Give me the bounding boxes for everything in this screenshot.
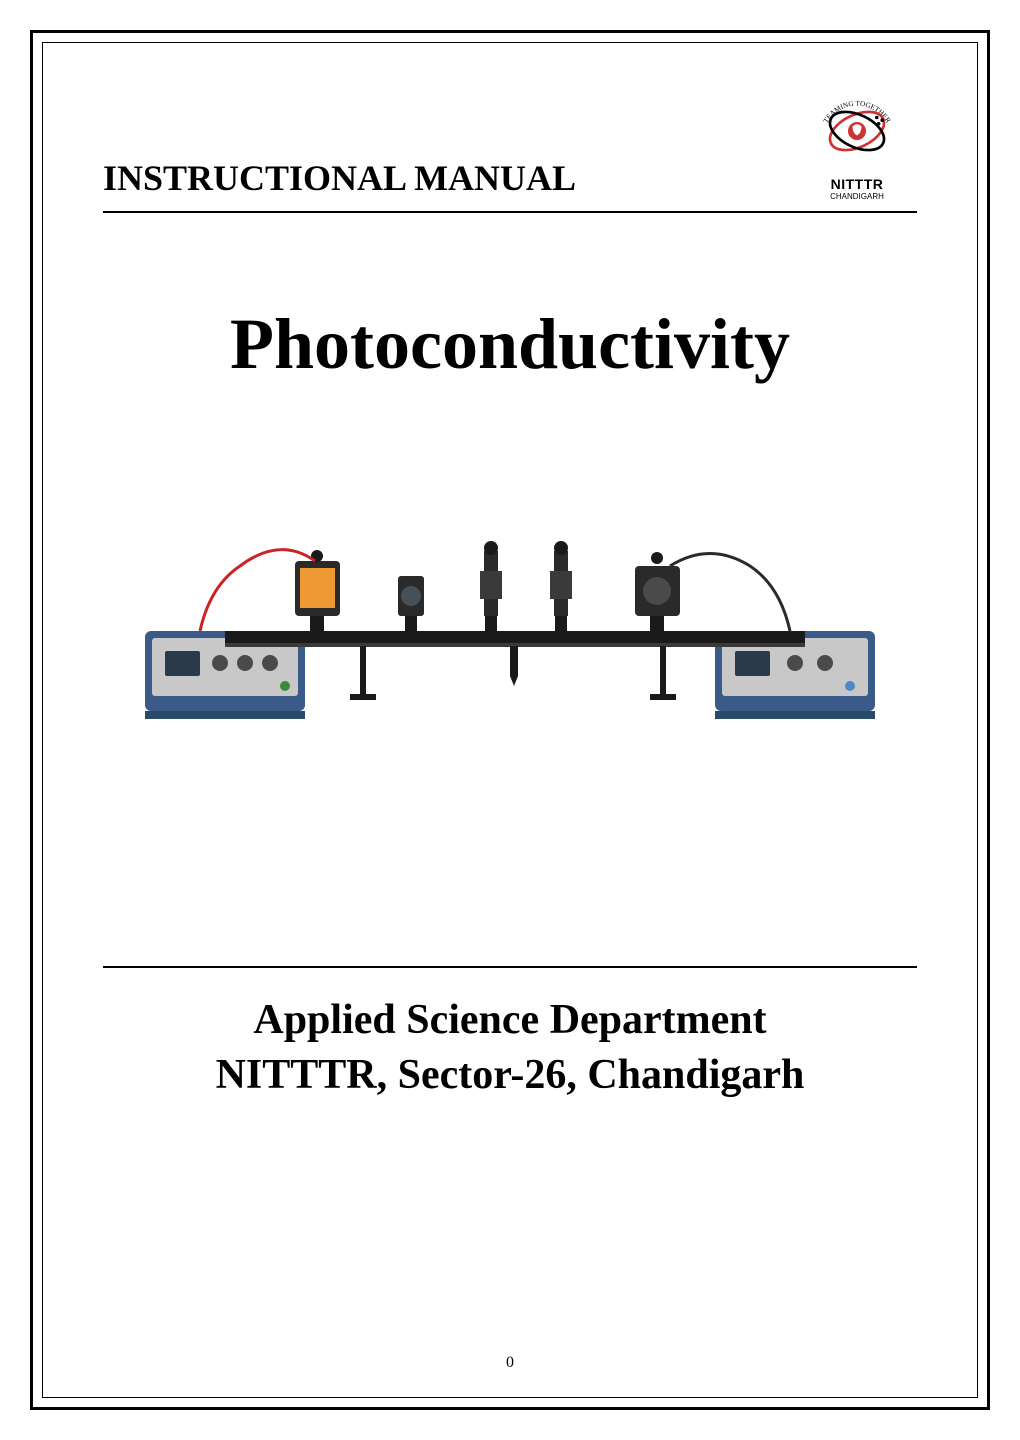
footer-text: Applied Science Department NITTTR, Secto… [103, 993, 917, 1102]
inner-page-border: INSTRUCTIONAL MANUAL TEAMING TOGETHER NI… [42, 42, 978, 1398]
logo-name: NITTTR [831, 176, 884, 192]
department-name: Applied Science Department [103, 993, 917, 1048]
header-title: INSTRUCTIONAL MANUAL [103, 157, 576, 203]
rail-component-1 [295, 550, 340, 636]
equipment-illustration [140, 486, 880, 766]
institution-logo: TEAMING TOGETHER NITTTR CHANDIGARH [797, 83, 917, 203]
logo-location: CHANDIGARH [830, 192, 884, 201]
rail-component-3 [480, 541, 502, 636]
page-number: 0 [506, 1354, 514, 1372]
main-title: Photoconductivity [103, 303, 917, 386]
institution-name: NITTTR, Sector-26, Chandigarh [103, 1048, 917, 1103]
header-section: INSTRUCTIONAL MANUAL TEAMING TOGETHER NI… [103, 83, 917, 203]
cable-right [670, 554, 790, 632]
rail-component-4 [550, 541, 572, 636]
header-underline [103, 211, 917, 213]
rail-component-2 [398, 576, 424, 636]
logo-icon: TEAMING TOGETHER [812, 86, 902, 176]
footer-separator [103, 966, 917, 968]
